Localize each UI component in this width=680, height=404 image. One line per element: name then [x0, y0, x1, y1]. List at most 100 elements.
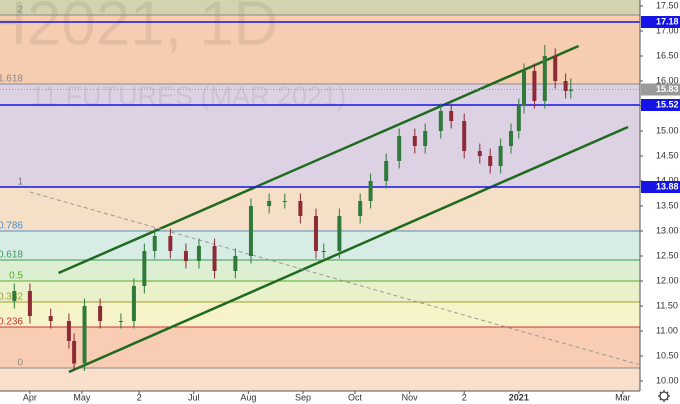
y-tick-label: 10.00 [656, 375, 679, 385]
trendline [68, 125, 629, 374]
candle-body [298, 201, 303, 216]
candle-body [368, 181, 373, 201]
candle-body [212, 246, 217, 271]
y-tick-label: 11.50 [656, 300, 678, 310]
fib-band [0, 231, 640, 260]
fib-label: 0 [17, 358, 23, 369]
y-tick-label: 16.00 [656, 75, 679, 85]
candle-body [522, 71, 527, 106]
price-label: 13.88 [656, 181, 679, 191]
y-tick-label: 14.00 [656, 175, 679, 185]
candle-body [384, 161, 389, 181]
axes: 17.5017.0016.5016.0015.5015.0014.5014.00… [23, 0, 680, 402]
candle-body [168, 236, 173, 251]
candle-body [66, 321, 71, 341]
candle-body [397, 136, 402, 161]
fib-band [0, 187, 640, 231]
candle-body [462, 121, 467, 151]
candle-body [98, 306, 103, 321]
fib-band [0, 281, 640, 302]
candle-body [553, 56, 558, 81]
fib-label: 1 [17, 177, 23, 188]
candle-body [449, 111, 454, 121]
fib-label: 0.382 [0, 292, 23, 303]
price-label: 15.83 [656, 84, 679, 94]
trendline [29, 191, 639, 365]
fib-label: 0.618 [0, 250, 23, 261]
price-label-box [641, 16, 680, 28]
y-tick-label: 17.00 [656, 25, 679, 35]
fib-band [0, 302, 640, 327]
candle-body [423, 131, 428, 146]
candle-body [563, 81, 568, 91]
y-tick-label: 16.50 [656, 50, 679, 60]
x-tick-label: Jul [188, 392, 200, 402]
candle-body [131, 286, 136, 321]
fib-label: 0.786 [0, 221, 23, 232]
candle-body [48, 316, 53, 321]
candle-body [72, 341, 77, 364]
x-tick-label: Apr [23, 392, 37, 402]
candle-body [542, 56, 547, 101]
x-tick-label: Mar [615, 392, 631, 402]
x-tick-label: Oct [348, 392, 363, 402]
candle-body [27, 291, 32, 316]
candle-body [313, 216, 318, 251]
x-tick-label: Aug [240, 392, 256, 402]
fib-label: 2 [17, 5, 23, 16]
candle-body [282, 201, 287, 202]
price-label-box [641, 181, 680, 193]
candle-body [358, 201, 363, 216]
fib-band [0, 327, 640, 368]
candle-body [477, 151, 482, 156]
fib-label: 0.236 [0, 317, 23, 328]
candle-body [498, 146, 503, 166]
candle-body [82, 306, 87, 364]
price-label: 15.52 [656, 99, 679, 109]
candle-body [337, 216, 342, 251]
candle-body [509, 131, 514, 146]
candle-body [152, 236, 157, 251]
price-label: 17.18 [656, 16, 679, 26]
x-tick-label: Nov [402, 392, 419, 402]
price-label-box [641, 83, 680, 96]
candle-body [118, 321, 123, 322]
candle-body [233, 256, 238, 271]
y-tick-label: 12.00 [656, 275, 679, 285]
trendline [58, 44, 580, 275]
price-axis [640, 0, 680, 404]
candle-body [438, 111, 443, 131]
x-tick-label: 2 [137, 392, 142, 402]
y-tick-label: 17.50 [656, 0, 679, 10]
candle-body [488, 156, 493, 166]
y-tick-label: 14.50 [656, 150, 679, 160]
x-tick-label: 2 [462, 392, 467, 402]
watermark: 11 FUTURES (MAR 2021) [30, 81, 346, 111]
fib-label: 0.5 [9, 271, 23, 282]
candle-body [532, 71, 537, 101]
y-tick-label: 15.00 [656, 125, 679, 135]
y-tick-label: 12.50 [656, 250, 679, 260]
x-tick-label: Sep [295, 392, 311, 402]
x-tick-label: May [73, 392, 91, 402]
watermark: H2021, 1D [0, 0, 278, 58]
candle-body [321, 251, 326, 252]
candle-body [412, 136, 417, 146]
y-tick-label: 13.50 [656, 200, 679, 210]
candle-body [142, 251, 147, 286]
fib-label: 1.618 [0, 74, 23, 85]
settings-icon[interactable] [658, 390, 670, 402]
y-tick-label: 10.50 [656, 350, 679, 360]
candle-body [12, 291, 17, 301]
fib-band [0, 368, 640, 391]
candle-body [516, 106, 521, 131]
price-label-box [641, 99, 680, 111]
plot-area: H2021, 1D 11 FUTURES (MAR 2021) 2 1.618 1 0.7… [0, 0, 640, 391]
y-tick-label: 11.00 [656, 325, 678, 335]
y-tick-label: 13.00 [656, 225, 679, 235]
candle-body [183, 251, 188, 261]
fib-band [0, 260, 640, 281]
candle-body [568, 89, 573, 91]
time-axis [0, 391, 640, 404]
